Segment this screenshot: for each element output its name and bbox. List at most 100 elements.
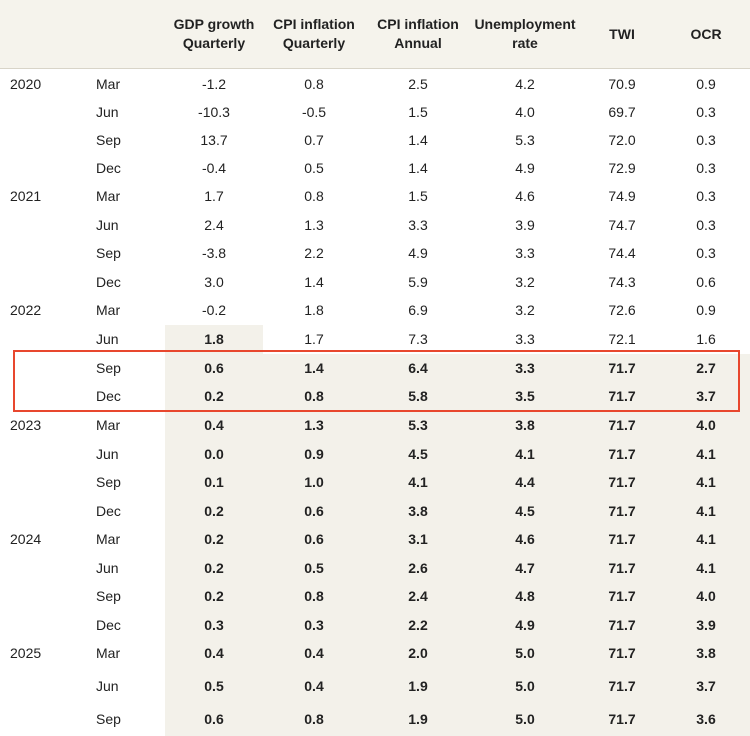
- table-cell: 0.3: [204, 617, 224, 633]
- table-cell: 0.4: [304, 645, 324, 661]
- table-cell: 0.3: [696, 104, 716, 120]
- table-cell: 5.3: [515, 132, 535, 148]
- table-cell: 74.7: [608, 217, 636, 233]
- table-cell: 6.4: [408, 360, 428, 376]
- table-cell: 1.4: [304, 360, 324, 376]
- column-header: CPI inflation Quarterly: [273, 16, 355, 51]
- row-quarter: Jun: [96, 560, 119, 576]
- table-cell: 3.2: [515, 302, 535, 318]
- row-quarter: Mar: [96, 531, 121, 547]
- table-cell: 74.9: [608, 188, 636, 204]
- table-cell: -3.8: [201, 245, 227, 261]
- table-cell: 1.9: [408, 678, 428, 694]
- table-cell: 0.9: [304, 446, 324, 462]
- table-cell: 0.2: [204, 560, 224, 576]
- table-cell: 71.7: [608, 560, 636, 576]
- table-cell: 3.6: [696, 711, 716, 727]
- row-quarter: Sep: [96, 474, 121, 490]
- table-cell: 2.2: [304, 245, 324, 261]
- table-cell: 0.3: [696, 245, 716, 261]
- row-quarter: Jun: [96, 678, 119, 694]
- table-cell: 0.3: [304, 617, 324, 633]
- table-cell: 4.0: [515, 104, 535, 120]
- row-quarter: Sep: [96, 360, 121, 376]
- column-header: TWI: [609, 25, 635, 42]
- row-quarter: Sep: [96, 588, 121, 604]
- table-cell: 3.8: [515, 417, 535, 433]
- table-cell: 0.8: [304, 388, 324, 404]
- table-cell: 3.2: [515, 274, 535, 290]
- table-cell: 4.9: [515, 617, 535, 633]
- table-cell: 2.2: [408, 617, 428, 633]
- table-cell: 3.7: [696, 388, 716, 404]
- table-cell: 0.4: [304, 678, 324, 694]
- table-cell: 4.1: [696, 531, 716, 547]
- forecast-shading: [165, 325, 263, 354]
- row-year: 2020: [10, 76, 42, 92]
- table-cell: 71.7: [608, 446, 636, 462]
- table-cell: 5.0: [515, 711, 535, 727]
- table-cell: 1.0: [304, 474, 324, 490]
- table-cell: 1.7: [204, 188, 224, 204]
- table-cell: 71.7: [608, 360, 636, 376]
- table-cell: 4.2: [515, 76, 535, 92]
- table-cell: 4.4: [515, 474, 535, 490]
- table-cell: 3.7: [696, 678, 716, 694]
- table-cell: 71.7: [608, 474, 636, 490]
- row-quarter: Sep: [96, 711, 121, 727]
- table-cell: 4.0: [696, 417, 716, 433]
- table-cell: -0.2: [201, 302, 227, 318]
- table-cell: 1.9: [408, 711, 428, 727]
- table-cell: 3.3: [515, 360, 535, 376]
- table-cell: 0.7: [304, 132, 324, 148]
- table-cell: 0.0: [204, 446, 224, 462]
- row-year: 2024: [10, 531, 42, 547]
- row-year: 2022: [10, 302, 42, 318]
- table-cell: 1.8: [204, 331, 224, 347]
- table-cell: 71.7: [608, 417, 636, 433]
- table-cell: 3.8: [696, 645, 716, 661]
- row-quarter: Dec: [96, 617, 121, 633]
- row-quarter: Mar: [96, 645, 121, 661]
- table-cell: 4.9: [515, 160, 535, 176]
- table-cell: 72.6: [608, 302, 636, 318]
- table-cell: 3.1: [408, 531, 428, 547]
- table-cell: 3.3: [515, 245, 535, 261]
- table-cell: -0.5: [301, 104, 327, 120]
- table-cell: 74.3: [608, 274, 636, 290]
- table-cell: 0.3: [696, 132, 716, 148]
- column-header: OCR: [690, 25, 722, 42]
- table-cell: 2.5: [408, 76, 428, 92]
- table-cell: 1.5: [408, 104, 428, 120]
- table-cell: 4.5: [515, 503, 535, 519]
- table-cell: 4.1: [408, 474, 428, 490]
- table-cell: 71.7: [608, 531, 636, 547]
- row-quarter: Dec: [96, 503, 121, 519]
- forecast-shading: [165, 354, 750, 736]
- table-cell: 2.7: [696, 360, 716, 376]
- table-cell: 0.6: [304, 503, 324, 519]
- table-cell: 3.3: [408, 217, 428, 233]
- table-cell: 5.8: [408, 388, 428, 404]
- table-cell: 72.9: [608, 160, 636, 176]
- row-quarter: Mar: [96, 188, 121, 204]
- row-quarter: Dec: [96, 388, 121, 404]
- row-quarter: Sep: [96, 132, 121, 148]
- table-cell: 1.6: [696, 331, 716, 347]
- table-cell: 72.0: [608, 132, 636, 148]
- row-quarter: Jun: [96, 331, 119, 347]
- table-cell: 0.4: [204, 417, 224, 433]
- row-quarter: Mar: [96, 76, 121, 92]
- row-quarter: Sep: [96, 245, 121, 261]
- table-cell: 1.4: [408, 132, 428, 148]
- table-cell: 4.1: [696, 560, 716, 576]
- table-cell: 72.1: [608, 331, 636, 347]
- row-quarter: Jun: [96, 446, 119, 462]
- highlight-box: [13, 350, 740, 412]
- table-cell: 1.3: [304, 417, 324, 433]
- table-cell: 0.6: [304, 531, 324, 547]
- table-cell: 71.7: [608, 711, 636, 727]
- table-cell: 5.9: [408, 274, 428, 290]
- table-cell: 0.3: [696, 160, 716, 176]
- table-cell: 2.4: [204, 217, 224, 233]
